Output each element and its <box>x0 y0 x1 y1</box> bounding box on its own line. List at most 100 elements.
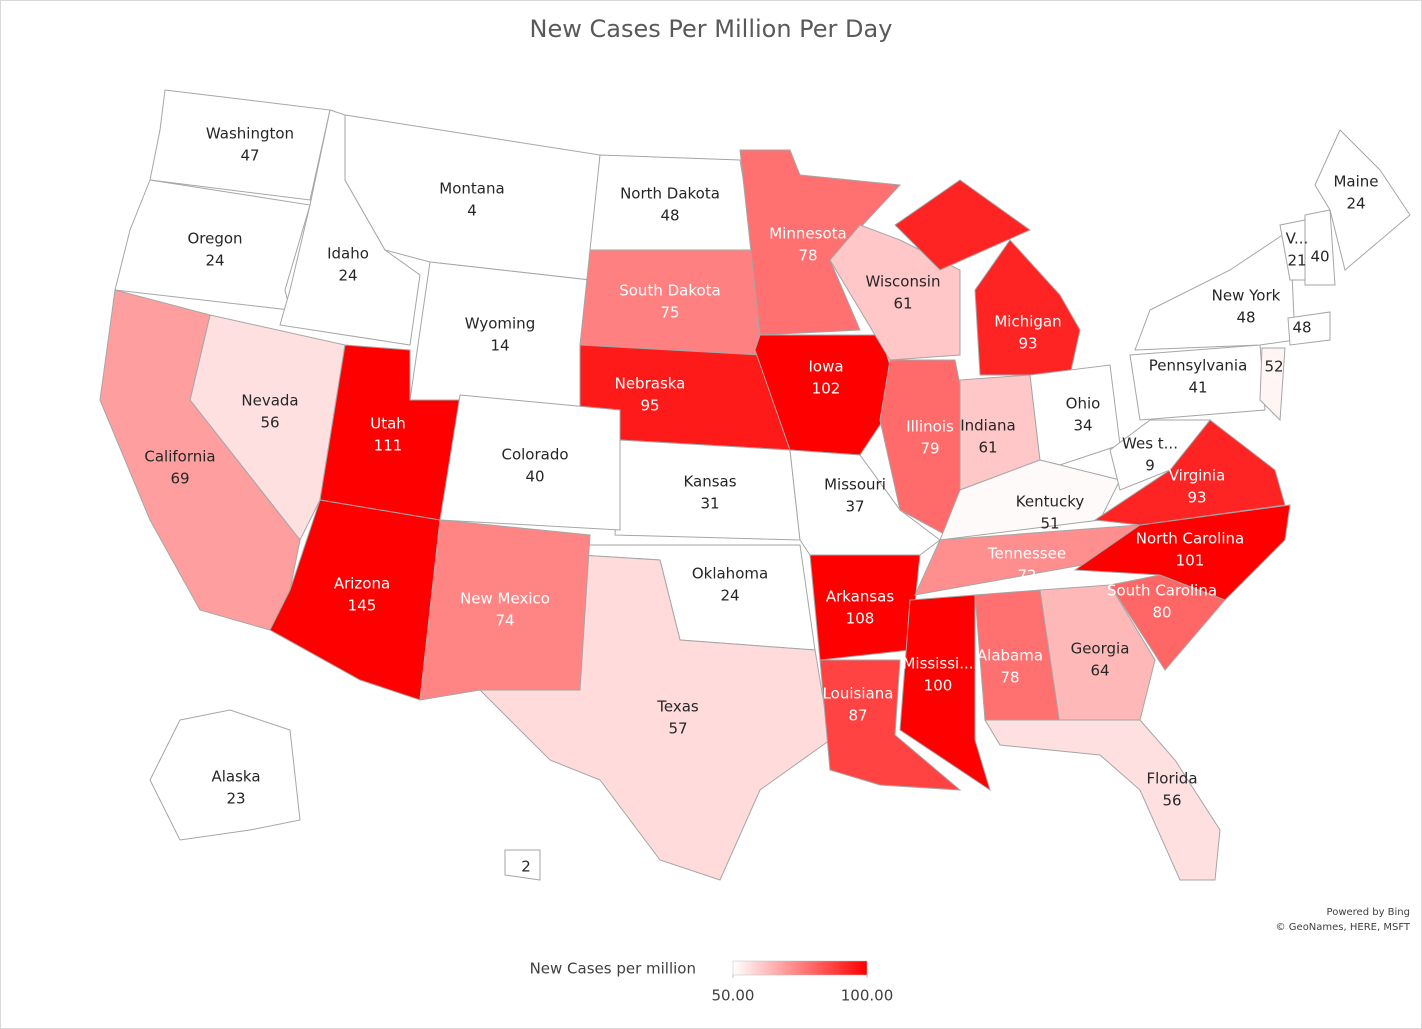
state-name: Michigan <box>994 313 1061 331</box>
state-name: Tennessee <box>987 545 1066 563</box>
state-value: 24 <box>205 252 224 270</box>
state-name: California <box>144 448 215 466</box>
state-value: 37 <box>845 498 864 516</box>
state-value: 100 <box>924 677 953 695</box>
state-value: 47 <box>240 147 259 165</box>
state-name: New Mexico <box>460 590 550 608</box>
legend-tick-label: 100.00 <box>841 987 894 1005</box>
state <box>899 594 991 792</box>
state <box>939 459 1121 541</box>
state-value: 24 <box>338 267 357 285</box>
attribution: © GeoNames, HERE, MSFT <box>1276 922 1411 933</box>
state-name: Georgia <box>1071 640 1130 658</box>
state-value: 34 <box>1073 417 1092 435</box>
state-value: 102 <box>812 380 841 398</box>
state <box>1259 347 1286 422</box>
state-name: Iowa <box>808 358 843 376</box>
state <box>439 394 621 531</box>
state <box>1039 584 1156 726</box>
state-value: 48 <box>660 207 679 225</box>
state <box>504 849 541 881</box>
state <box>579 249 761 356</box>
state <box>739 149 902 336</box>
state-value: 108 <box>846 610 875 628</box>
state <box>589 154 756 251</box>
labels: Washington 47 Oregon 24 Idaho 24 Montana 4 Wyomi… <box>144 125 1378 876</box>
state-value: 78 <box>1000 669 1019 687</box>
state <box>1287 311 1331 346</box>
state-name: New York <box>1212 287 1281 305</box>
state-value: 48 <box>1236 309 1255 327</box>
state-value: 101 <box>1176 552 1205 570</box>
state-name: Ohio <box>1066 395 1101 413</box>
state-name: Illinois <box>906 418 954 436</box>
state-name: Pennsylvania <box>1149 357 1248 375</box>
state-name: South Carolina <box>1107 582 1217 600</box>
state-name: Florida <box>1146 770 1197 788</box>
state-value: 79 <box>920 440 939 458</box>
state <box>1029 364 1121 466</box>
state <box>984 719 1221 881</box>
state-value: 87 <box>848 707 867 725</box>
state-value: 145 <box>348 597 377 615</box>
state-name: Mississi... <box>902 655 973 673</box>
state-value: 21 <box>1287 252 1306 270</box>
state-name: Louisiana <box>823 685 894 703</box>
state-value: 14 <box>490 337 509 355</box>
state-value: 69 <box>170 470 189 488</box>
state-name: Idaho <box>327 245 369 263</box>
state-name: Washington <box>206 125 294 143</box>
state-value: 52 <box>1264 358 1283 376</box>
state-name: Texas <box>656 698 699 716</box>
legend-tick-label: 50.00 <box>712 987 755 1005</box>
legend-title: New Cases per million <box>530 960 696 978</box>
state <box>149 89 331 201</box>
state-name: Kansas <box>683 473 736 491</box>
state <box>1109 419 1212 491</box>
state-value: 111 <box>374 437 403 455</box>
state-value: 93 <box>1018 335 1037 353</box>
state-name: V... <box>1286 230 1309 248</box>
state-value: 41 <box>1188 379 1207 397</box>
state-name: Nebraska <box>615 375 686 393</box>
state <box>819 659 962 791</box>
state-value: 80 <box>1152 604 1171 622</box>
state-name: Montana <box>439 180 504 198</box>
state <box>149 709 301 841</box>
state-value: 24 <box>720 587 739 605</box>
state-value: 64 <box>1090 662 1109 680</box>
state-value: 78 <box>798 247 817 265</box>
attribution: Powered by Bing <box>1327 907 1410 918</box>
state-name: Indiana <box>960 417 1016 435</box>
state-value: 31 <box>700 495 719 513</box>
state-value: 61 <box>978 439 997 457</box>
state <box>1129 344 1266 421</box>
state-value: 24 <box>1346 195 1365 213</box>
state <box>1304 209 1336 286</box>
state-name: Missouri <box>824 476 886 494</box>
state-name: Maine <box>1333 173 1378 191</box>
state-name: Arkansas <box>826 588 895 606</box>
state-value: 56 <box>1162 792 1181 810</box>
state-name: South Dakota <box>619 282 721 300</box>
state-value: 2 <box>521 858 531 876</box>
state-name: Kentucky <box>1016 493 1085 511</box>
state-name: Oklahoma <box>692 565 768 583</box>
state-value: 9 <box>1145 457 1155 475</box>
state-value: 95 <box>640 397 659 415</box>
state-value: 23 <box>226 790 245 808</box>
state-value: 57 <box>668 720 687 738</box>
state <box>894 179 1081 376</box>
state <box>419 519 591 701</box>
state-value: 74 <box>495 612 514 630</box>
state-name: North Carolina <box>1136 530 1244 548</box>
legend-gradient <box>732 960 868 976</box>
state-name: Wisconsin <box>866 273 941 291</box>
state-name: Virginia <box>1169 467 1226 485</box>
state-name: Utah <box>370 415 406 433</box>
state-name: Nevada <box>241 392 298 410</box>
state-name: Alaska <box>211 768 260 786</box>
state-name: Minnesota <box>769 225 846 243</box>
state-name: Colorado <box>501 446 568 464</box>
state-value: 4 <box>467 202 477 220</box>
